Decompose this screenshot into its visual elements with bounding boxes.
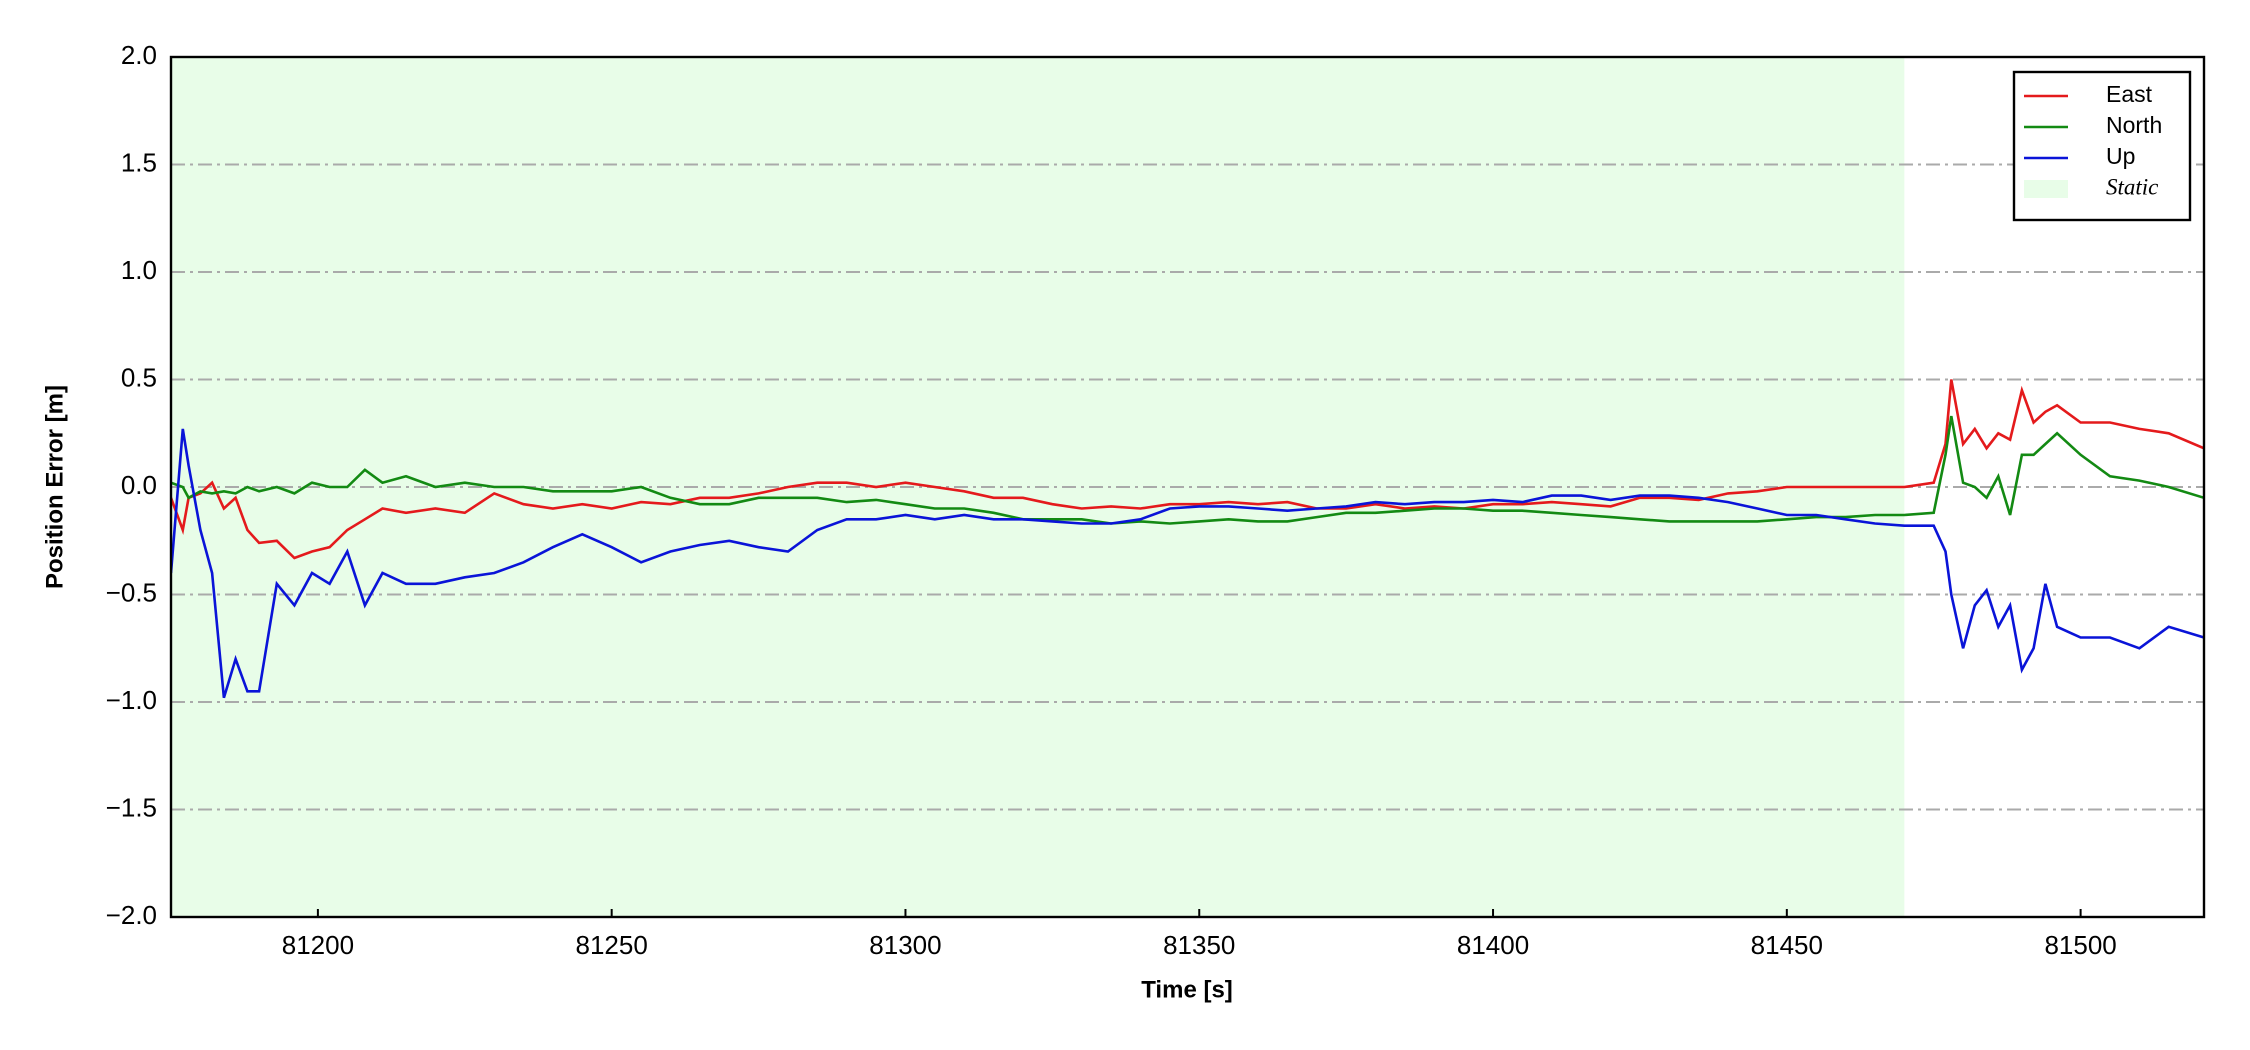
y-tick-label: 1.0 bbox=[121, 255, 157, 285]
y-tick-label: 0.0 bbox=[121, 470, 157, 500]
x-tick-label: 81400 bbox=[1457, 930, 1529, 960]
y-tick-label: −1.5 bbox=[106, 792, 157, 822]
x-tick-label: 81250 bbox=[576, 930, 648, 960]
y-tick-label: −1.0 bbox=[106, 685, 157, 715]
series-line bbox=[171, 415, 2204, 525]
x-tick-label: 81300 bbox=[869, 930, 941, 960]
legend-label: Up bbox=[2106, 143, 2135, 169]
series-line bbox=[171, 379, 2204, 560]
series-line bbox=[171, 428, 2204, 699]
legend-label: East bbox=[2106, 81, 2153, 107]
legend-swatch bbox=[2024, 180, 2068, 198]
y-axis-label: Position Error [m] bbox=[41, 385, 68, 589]
legend-label: Static bbox=[2106, 174, 2158, 199]
y-tick-label: 0.5 bbox=[121, 362, 157, 392]
legend-label: North bbox=[2106, 112, 2162, 138]
x-tick-label: 81350 bbox=[1163, 930, 1235, 960]
x-tick-label: 81450 bbox=[1751, 930, 1823, 960]
x-tick-label: 81500 bbox=[2044, 930, 2116, 960]
y-tick-label: −0.5 bbox=[106, 577, 157, 607]
y-tick-label: −2.0 bbox=[106, 900, 157, 930]
x-axis-label: Time [s] bbox=[1141, 976, 1233, 1003]
y-tick-label: 2.0 bbox=[121, 40, 157, 70]
x-tick-label: 81200 bbox=[282, 930, 354, 960]
plot-frame bbox=[169, 55, 2206, 919]
y-tick-label: 1.5 bbox=[121, 147, 157, 177]
